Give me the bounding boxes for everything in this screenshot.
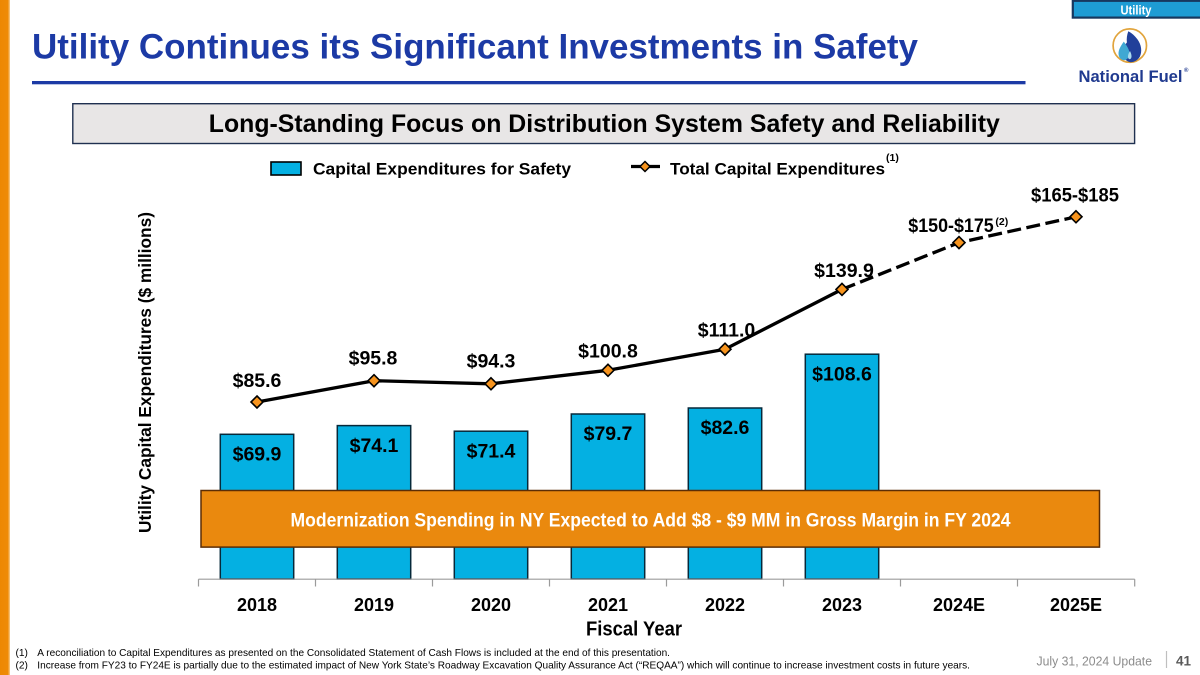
- svg-text:A reconciliation to Capital Ex: A reconciliation to Capital Expenditures…: [37, 648, 670, 659]
- svg-text:Increase from FY23 to FY24E is: Increase from FY23 to FY24E is partially…: [37, 660, 970, 671]
- svg-text:$74.1: $74.1: [350, 435, 399, 457]
- svg-text:$165-$185: $165-$185: [1031, 184, 1119, 206]
- svg-text:(1): (1): [886, 152, 899, 164]
- svg-text:2018: 2018: [237, 595, 277, 615]
- svg-text:$85.6: $85.6: [233, 370, 282, 392]
- svg-text:Utility Continues its Signific: Utility Continues its Significant Invest…: [32, 27, 919, 66]
- svg-text:Utility: Utility: [1121, 3, 1153, 18]
- svg-text:$71.4: $71.4: [467, 440, 516, 462]
- svg-text:$82.6: $82.6: [701, 417, 750, 439]
- svg-text:Modernization Spending in NY E: Modernization Spending in NY Expected to…: [291, 510, 1011, 532]
- svg-text:$150-$175: $150-$175: [908, 215, 994, 237]
- svg-text:$69.9: $69.9: [233, 444, 282, 466]
- svg-text:2023: 2023: [822, 595, 862, 615]
- svg-text:National Fuel: National Fuel: [1079, 68, 1183, 86]
- svg-text:(2): (2): [995, 216, 1008, 228]
- svg-text:2022: 2022: [705, 595, 745, 615]
- svg-text:$94.3: $94.3: [467, 351, 516, 373]
- svg-text:$95.8: $95.8: [349, 348, 398, 370]
- svg-text:2024E: 2024E: [933, 595, 985, 615]
- svg-text:Long-Standing Focus on Distrib: Long-Standing Focus on Distribution Syst…: [209, 110, 1000, 138]
- svg-text:July 31, 2024 Update: July 31, 2024 Update: [1037, 655, 1153, 669]
- svg-text:$108.6: $108.6: [812, 363, 872, 385]
- svg-text:$111.0: $111.0: [698, 320, 756, 342]
- svg-text:Fiscal Year: Fiscal Year: [586, 619, 682, 641]
- svg-text:Utility Capital Expenditures (: Utility Capital Expenditures ($ millions…: [135, 212, 155, 533]
- svg-text:Capital Expenditures for Safet: Capital Expenditures for Safety: [313, 160, 572, 179]
- svg-text:(2): (2): [16, 660, 28, 671]
- svg-text:$79.7: $79.7: [584, 423, 633, 445]
- svg-text:(1): (1): [16, 648, 28, 659]
- svg-text:2020: 2020: [471, 595, 511, 615]
- svg-text:®: ®: [1184, 67, 1189, 74]
- svg-text:2019: 2019: [354, 595, 394, 615]
- svg-text:2021: 2021: [588, 595, 628, 615]
- svg-text:41: 41: [1176, 654, 1192, 669]
- svg-text:2025E: 2025E: [1050, 595, 1102, 615]
- svg-text:$139.9: $139.9: [814, 260, 874, 282]
- svg-text:$100.8: $100.8: [578, 341, 638, 363]
- svg-text:Total Capital Expenditures: Total Capital Expenditures: [670, 160, 885, 179]
